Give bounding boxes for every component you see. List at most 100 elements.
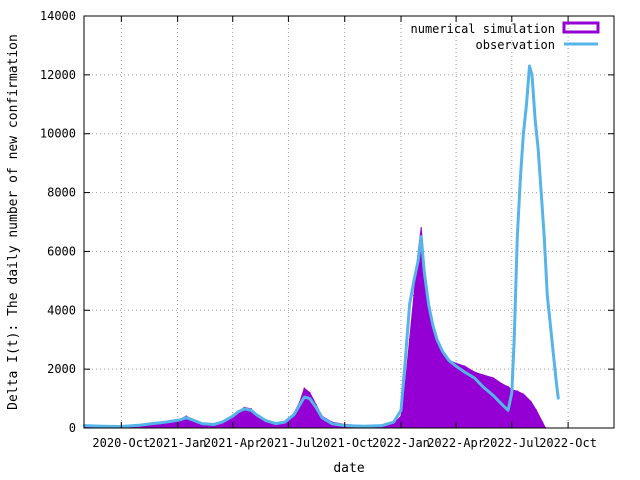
legend: numerical simulation observation: [411, 21, 600, 52]
observation-point: [231, 415, 234, 418]
simulation-point: [413, 294, 415, 297]
observation-point: [540, 191, 543, 194]
x-tick-label: 2021-Apr: [204, 436, 262, 450]
simulation-point: [507, 386, 509, 388]
simulation-point: [501, 383, 503, 385]
observation-point: [463, 370, 466, 374]
simulation-point: [473, 371, 476, 373]
y-axis-ticks: 0 2000 4000 6000 8000 10000 12000 14000: [40, 9, 614, 435]
observation-point: [522, 132, 525, 135]
x-tick-label: 2021-Jan: [149, 436, 207, 450]
observation-point: [159, 421, 163, 424]
x-tick-label: 2022-Oct: [539, 436, 597, 450]
simulation-point: [482, 374, 484, 376]
observation-point: [320, 416, 324, 419]
observation-point: [420, 235, 423, 238]
observation-point: [380, 424, 384, 427]
observation-point: [473, 376, 476, 380]
y-tick-label: 8000: [47, 186, 76, 200]
observation-point: [533, 117, 537, 121]
observation-point: [549, 323, 552, 327]
observation-line: [83, 64, 560, 428]
simulation-point: [309, 391, 311, 394]
simulation-point: [400, 415, 402, 418]
simulation-area: [83, 227, 547, 429]
observation-point: [139, 423, 142, 427]
observation-point: [292, 413, 296, 416]
y-tick-label: 10000: [40, 127, 76, 141]
observation-point: [399, 409, 403, 412]
x-tick-label: 2022-Jan: [372, 436, 430, 450]
x-axis-title: date: [333, 461, 364, 476]
observation-point: [435, 338, 439, 341]
x-axis-ticks: 2020-Oct2021-Jan2021-Apr2021-Jul2021-Oct…: [92, 16, 597, 450]
simulation-point: [404, 383, 407, 385]
observation-series: [82, 64, 560, 428]
observation-point: [178, 418, 182, 421]
observation-point: [362, 425, 365, 428]
numerical-simulation-series: [83, 227, 547, 429]
observation-point: [510, 391, 513, 394]
y-tick-label: 12000: [40, 68, 76, 82]
observation-point: [255, 413, 258, 416]
y-tick-label: 2000: [47, 362, 76, 376]
observation-point: [546, 294, 549, 297]
x-tick-label: 2022-Jul: [483, 436, 541, 450]
observation-point: [530, 73, 534, 77]
observation-point: [150, 422, 154, 425]
observation-point: [525, 103, 528, 106]
legend-label-numerical-simulation: numerical simulation: [411, 22, 556, 36]
simulation-point: [455, 362, 457, 365]
grid: [84, 16, 614, 428]
observation-point: [513, 338, 516, 341]
observation-point: [298, 403, 302, 406]
simulation-point: [535, 409, 538, 412]
observation-point: [423, 270, 426, 274]
observation-point: [330, 422, 334, 425]
simulation-point: [463, 365, 466, 368]
observation-point: [552, 353, 555, 356]
observation-point: [314, 406, 318, 409]
observation-point: [427, 303, 430, 306]
observation-point: [191, 418, 194, 421]
observation-point: [417, 259, 420, 262]
observation-point: [404, 359, 407, 362]
plot-frame: [83, 15, 615, 429]
x-tick-label: 2021-Oct: [316, 436, 374, 450]
observation-point: [101, 425, 105, 428]
observation-point: [555, 382, 558, 386]
observation-point: [528, 64, 531, 68]
simulation-point: [492, 377, 495, 379]
x-tick-label: 2022-Apr: [427, 436, 485, 450]
observation-point: [392, 420, 395, 424]
observation-point: [441, 350, 444, 353]
observation-point: [516, 235, 519, 238]
simulation-point: [408, 338, 411, 341]
observation-point: [557, 397, 560, 400]
observation-point: [447, 359, 450, 362]
y-axis-title: Delta I(t): The daily number of new conf…: [6, 34, 21, 410]
observation-point: [500, 403, 504, 406]
observation-point: [185, 416, 188, 419]
simulation-point: [420, 227, 423, 229]
observation-point: [212, 423, 215, 426]
y-tick-label: 14000: [40, 9, 76, 23]
observation-point: [408, 303, 411, 306]
y-tick-label: 6000: [47, 244, 76, 258]
simulation-point: [541, 421, 544, 423]
y-tick-label: 0: [69, 421, 76, 435]
observation-point: [481, 385, 485, 388]
observation-point: [412, 279, 416, 283]
observation-point: [221, 420, 224, 424]
observation-point: [536, 147, 540, 150]
observation-point: [303, 395, 306, 399]
x-tick-label: 2020-Oct: [92, 436, 150, 450]
observation-point: [543, 235, 546, 238]
observation-point: [169, 420, 172, 423]
observation-point: [454, 365, 458, 368]
observation-point: [519, 176, 522, 180]
observation-point: [274, 422, 277, 425]
observation-point: [237, 410, 240, 413]
observation-point: [283, 420, 286, 424]
